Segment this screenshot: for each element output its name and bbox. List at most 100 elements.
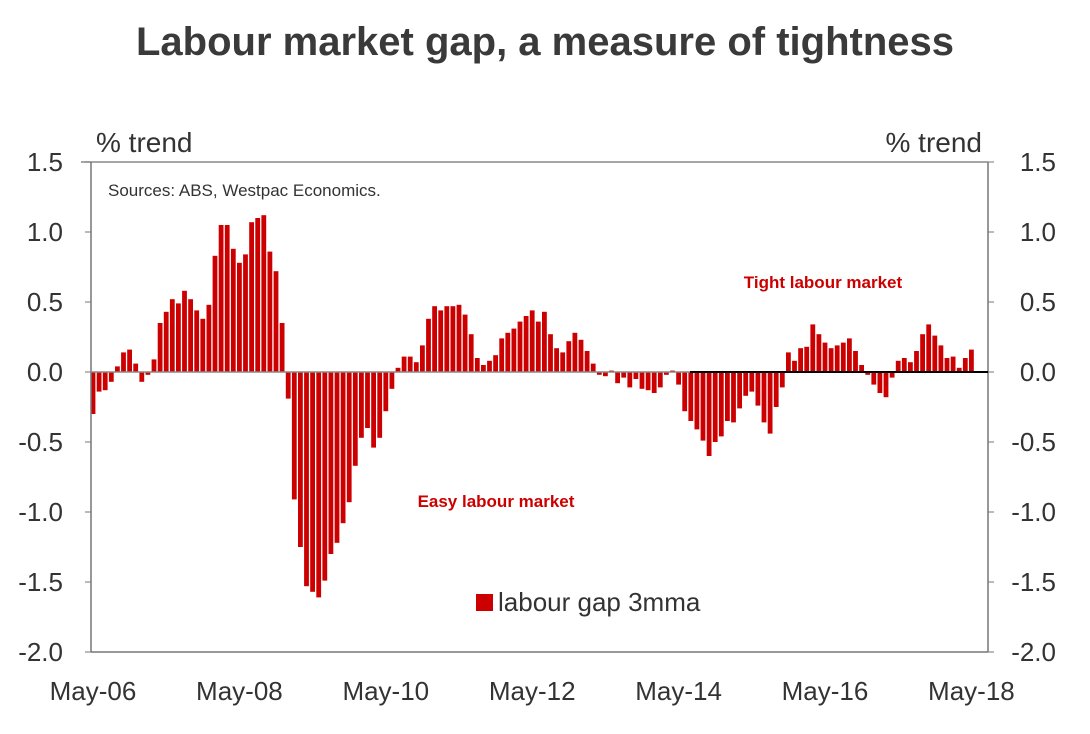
- bar: [761, 372, 767, 423]
- bar: [505, 332, 511, 372]
- right-tick-label: 1.5: [1020, 147, 1056, 177]
- bar: [511, 328, 517, 372]
- bar: [871, 372, 877, 385]
- bar: [651, 372, 657, 393]
- bar: [334, 372, 340, 543]
- bar: [828, 348, 834, 372]
- bar: [474, 358, 480, 372]
- bar: [249, 222, 254, 372]
- bar: [96, 372, 102, 392]
- right-tick-label: 1.0: [1020, 217, 1056, 247]
- right-tick-label: -0.5: [1011, 427, 1056, 457]
- bar: [151, 359, 157, 372]
- right-tick-label: 0.0: [1020, 357, 1056, 387]
- bar: [493, 355, 498, 372]
- bar: [749, 372, 755, 392]
- right-axis-unit: % trend: [886, 127, 983, 158]
- bar: [847, 338, 852, 372]
- bar: [810, 324, 816, 372]
- bar: [450, 306, 456, 372]
- left-tick-label: -1.5: [18, 567, 63, 597]
- bar: [310, 372, 315, 592]
- bar: [779, 372, 785, 388]
- bar: [840, 342, 846, 372]
- left-tick-label: -1.0: [18, 497, 63, 527]
- bar: [389, 372, 395, 389]
- bar: [590, 363, 596, 372]
- bar: [633, 372, 639, 379]
- bar: [176, 303, 181, 372]
- bar: [206, 304, 212, 372]
- bar: [578, 339, 584, 372]
- bar: [371, 372, 376, 448]
- bar: [163, 311, 169, 372]
- bar: [596, 372, 602, 375]
- bar: [792, 360, 797, 372]
- bar: [322, 372, 328, 581]
- bar: [224, 225, 230, 372]
- bar: [145, 372, 151, 375]
- bar: [194, 310, 200, 372]
- bar: [420, 345, 425, 372]
- legend-swatch: [476, 594, 493, 611]
- bar: [499, 338, 505, 372]
- x-tick-label: May-12: [489, 676, 576, 706]
- left-axis-unit: % trend: [96, 127, 193, 158]
- bar: [786, 352, 791, 372]
- bar: [182, 290, 187, 372]
- bar: [664, 372, 669, 375]
- bar: [127, 349, 132, 372]
- bar: [731, 372, 736, 423]
- bar: [237, 262, 242, 372]
- bar: [212, 255, 218, 372]
- bar: [798, 348, 803, 372]
- left-tick-label: 0.5: [27, 287, 63, 317]
- bar: [834, 345, 840, 372]
- bar: [566, 341, 572, 372]
- bar: [316, 372, 322, 598]
- left-tick-label: 0.0: [27, 357, 63, 387]
- bar: [920, 334, 925, 372]
- bar: [285, 372, 291, 399]
- bar: [725, 372, 730, 421]
- bar: [169, 299, 175, 372]
- bar: [267, 251, 273, 372]
- bar: [816, 334, 822, 372]
- bar: [889, 372, 895, 378]
- legend-label: labour gap 3mma: [498, 587, 701, 617]
- bar: [938, 345, 944, 372]
- bar: [468, 334, 474, 372]
- bar: [645, 372, 651, 391]
- bar: [365, 372, 370, 428]
- bar: [950, 356, 956, 372]
- bar: [413, 362, 419, 372]
- bar: [688, 372, 694, 421]
- right-tick-label: -1.5: [1011, 567, 1056, 597]
- bar: [773, 372, 779, 407]
- bar: [102, 372, 108, 391]
- bar: [548, 334, 553, 372]
- left-tick-label: 1.5: [27, 147, 63, 177]
- bar: [298, 372, 303, 547]
- bar: [383, 372, 389, 412]
- x-tick-label: May-16: [782, 676, 869, 706]
- bar: [859, 365, 864, 372]
- bar: [956, 367, 962, 372]
- bar: [908, 362, 913, 372]
- bar: [572, 332, 578, 372]
- bar: [377, 372, 383, 438]
- bar: [901, 358, 907, 372]
- bar: [352, 372, 358, 466]
- bar: [487, 360, 492, 372]
- bar: [560, 352, 566, 372]
- x-tick-label: May-06: [50, 676, 137, 706]
- bar: [914, 351, 919, 372]
- bar: [718, 372, 724, 437]
- bar: [657, 372, 663, 388]
- bar: [255, 218, 261, 372]
- annotation-easy: Easy labour market: [418, 492, 575, 511]
- bar: [359, 372, 364, 438]
- bar: [261, 215, 267, 372]
- bar: [932, 335, 938, 372]
